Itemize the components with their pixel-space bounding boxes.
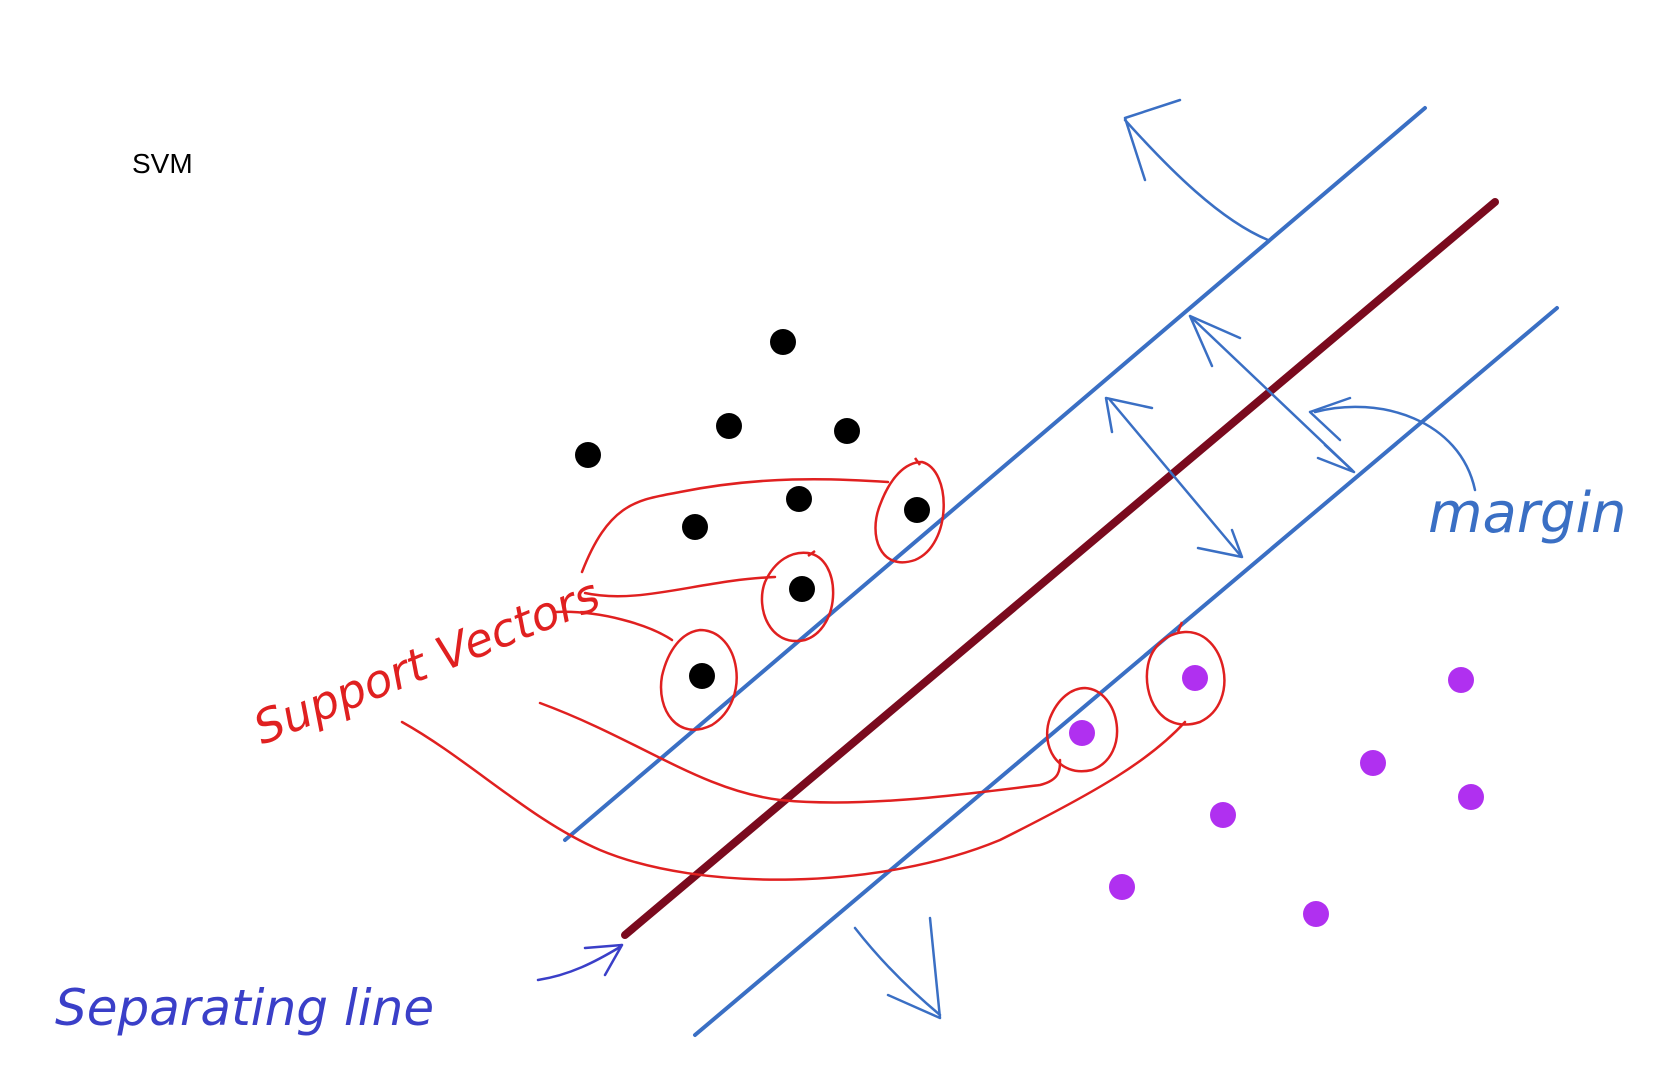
- separating-arrow-shaft: [538, 947, 620, 980]
- arrow-head: [1310, 398, 1350, 440]
- connector-curve: [585, 577, 775, 596]
- class-b-point: [1458, 784, 1484, 810]
- class-a-point: [575, 442, 601, 468]
- class-b-point: [1069, 720, 1095, 746]
- margin-width-arrow: [1110, 400, 1240, 555]
- class-a-point: [716, 413, 742, 439]
- class-b-point: [1109, 874, 1135, 900]
- class-a-point: [786, 486, 812, 512]
- outward-arrow-top: [1125, 120, 1268, 240]
- separating-line: [625, 202, 1495, 935]
- class-b-points: [1069, 665, 1484, 927]
- class-a-point: [904, 497, 930, 523]
- lower-margin-line: [695, 308, 1557, 1035]
- margin-label-arrow: [1315, 407, 1475, 490]
- support-vectors-label: Support Vectors: [246, 567, 607, 755]
- class-b-point: [1360, 750, 1386, 776]
- class-a-points: [575, 329, 930, 689]
- separating-line-label: Separating line: [55, 979, 434, 1037]
- class-a-point: [689, 663, 715, 689]
- class-b-point: [1210, 802, 1236, 828]
- class-b-point: [1182, 665, 1208, 691]
- separating-label-arrow: [538, 945, 622, 980]
- support-vector-connectors: [402, 479, 1185, 879]
- class-a-point: [789, 576, 815, 602]
- class-a-point: [834, 418, 860, 444]
- arrow-head: [888, 918, 940, 1018]
- outward-arrow-bottom: [855, 928, 940, 1015]
- margin-label: margin: [1428, 481, 1627, 546]
- class-a-point: [682, 514, 708, 540]
- class-b-point: [1303, 901, 1329, 927]
- class-b-point: [1448, 667, 1474, 693]
- connector-curve: [582, 479, 888, 572]
- class-a-point: [770, 329, 796, 355]
- margin-arrows: [855, 100, 1475, 1018]
